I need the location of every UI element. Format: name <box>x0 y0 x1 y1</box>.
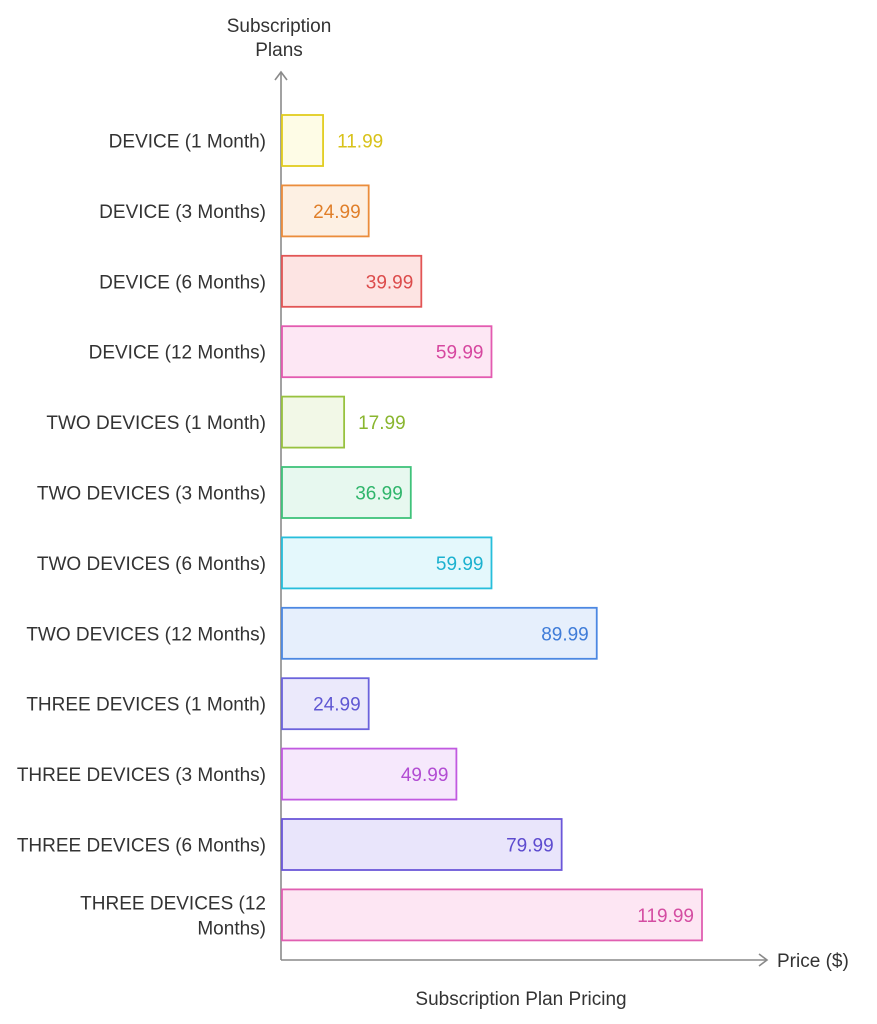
category-label: TWO DEVICES (12 Months) <box>26 624 266 645</box>
data-label: 24.99 <box>313 695 361 716</box>
x-axis-title: Price ($) <box>777 951 849 972</box>
y-axis-title-text: Subscription Plans <box>227 16 332 61</box>
data-label: 59.99 <box>436 554 484 575</box>
data-label: 39.99 <box>366 272 414 293</box>
category-label: DEVICE (1 Month) <box>109 132 266 153</box>
category-label: TWO DEVICES (1 Month) <box>46 413 266 434</box>
x-axis-arrow <box>758 953 769 967</box>
data-label: 36.99 <box>355 484 403 505</box>
bar <box>281 254 423 308</box>
data-label: 89.99 <box>541 624 589 645</box>
category-label: THREE DEVICES (6 Months) <box>17 836 266 857</box>
data-label: 49.99 <box>401 765 449 786</box>
bar <box>281 677 370 731</box>
category-labels-group: DEVICE (1 Month) DEVICE (3 Months) DEVICE … <box>17 132 266 940</box>
category-label: THREE DEVICES (1 Month) <box>26 695 266 716</box>
data-label: 79.99 <box>506 836 554 857</box>
data-label: 17.99 <box>358 413 406 434</box>
chart-title: Subscription Plan Pricing <box>415 989 626 1010</box>
bar <box>281 466 412 519</box>
bar <box>281 818 563 871</box>
bar <box>281 888 703 942</box>
bar <box>281 606 598 660</box>
category-label: TWO DEVICES (3 Months) <box>37 484 266 505</box>
data-label: 11.99 <box>337 132 383 153</box>
category-label: THREE DEVICES (12 Months) <box>80 893 266 939</box>
bar <box>281 395 346 449</box>
category-label: DEVICE (6 Months) <box>99 272 266 293</box>
bar <box>281 184 370 238</box>
bar <box>281 747 458 801</box>
bar <box>281 325 493 379</box>
data-label: 24.99 <box>313 202 361 223</box>
bar <box>281 114 324 167</box>
bars-group: 11.99 24.99 39.99 59.99 17.99 36.99 59.99 89.99… <box>281 114 703 942</box>
data-label: 59.99 <box>436 343 484 364</box>
data-label: 119.99 <box>637 906 694 927</box>
category-label: DEVICE (12 Months) <box>89 343 266 364</box>
bar <box>281 536 493 590</box>
category-label: DEVICE (3 Months) <box>99 202 266 223</box>
category-label: THREE DEVICES (3 Months) <box>17 765 266 786</box>
y-axis-title: Subscription Plans <box>227 16 332 61</box>
y-axis-arrow <box>274 70 288 81</box>
category-label: TWO DEVICES (6 Months) <box>37 554 266 575</box>
